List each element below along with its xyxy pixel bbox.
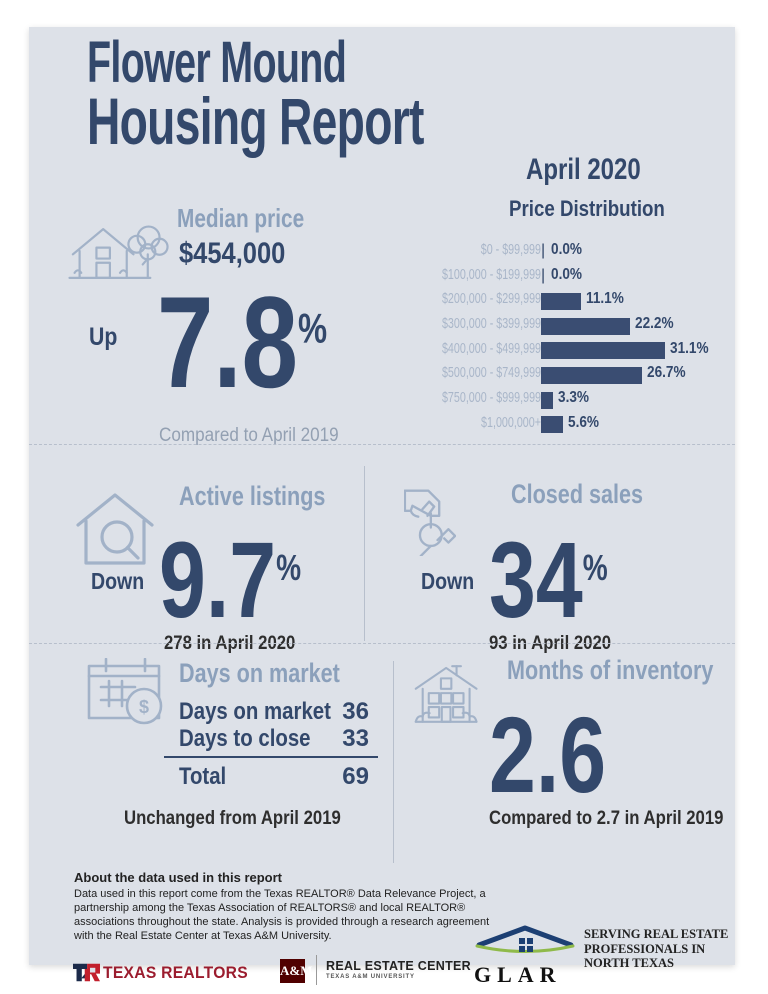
svg-text:$: $: [139, 697, 149, 717]
